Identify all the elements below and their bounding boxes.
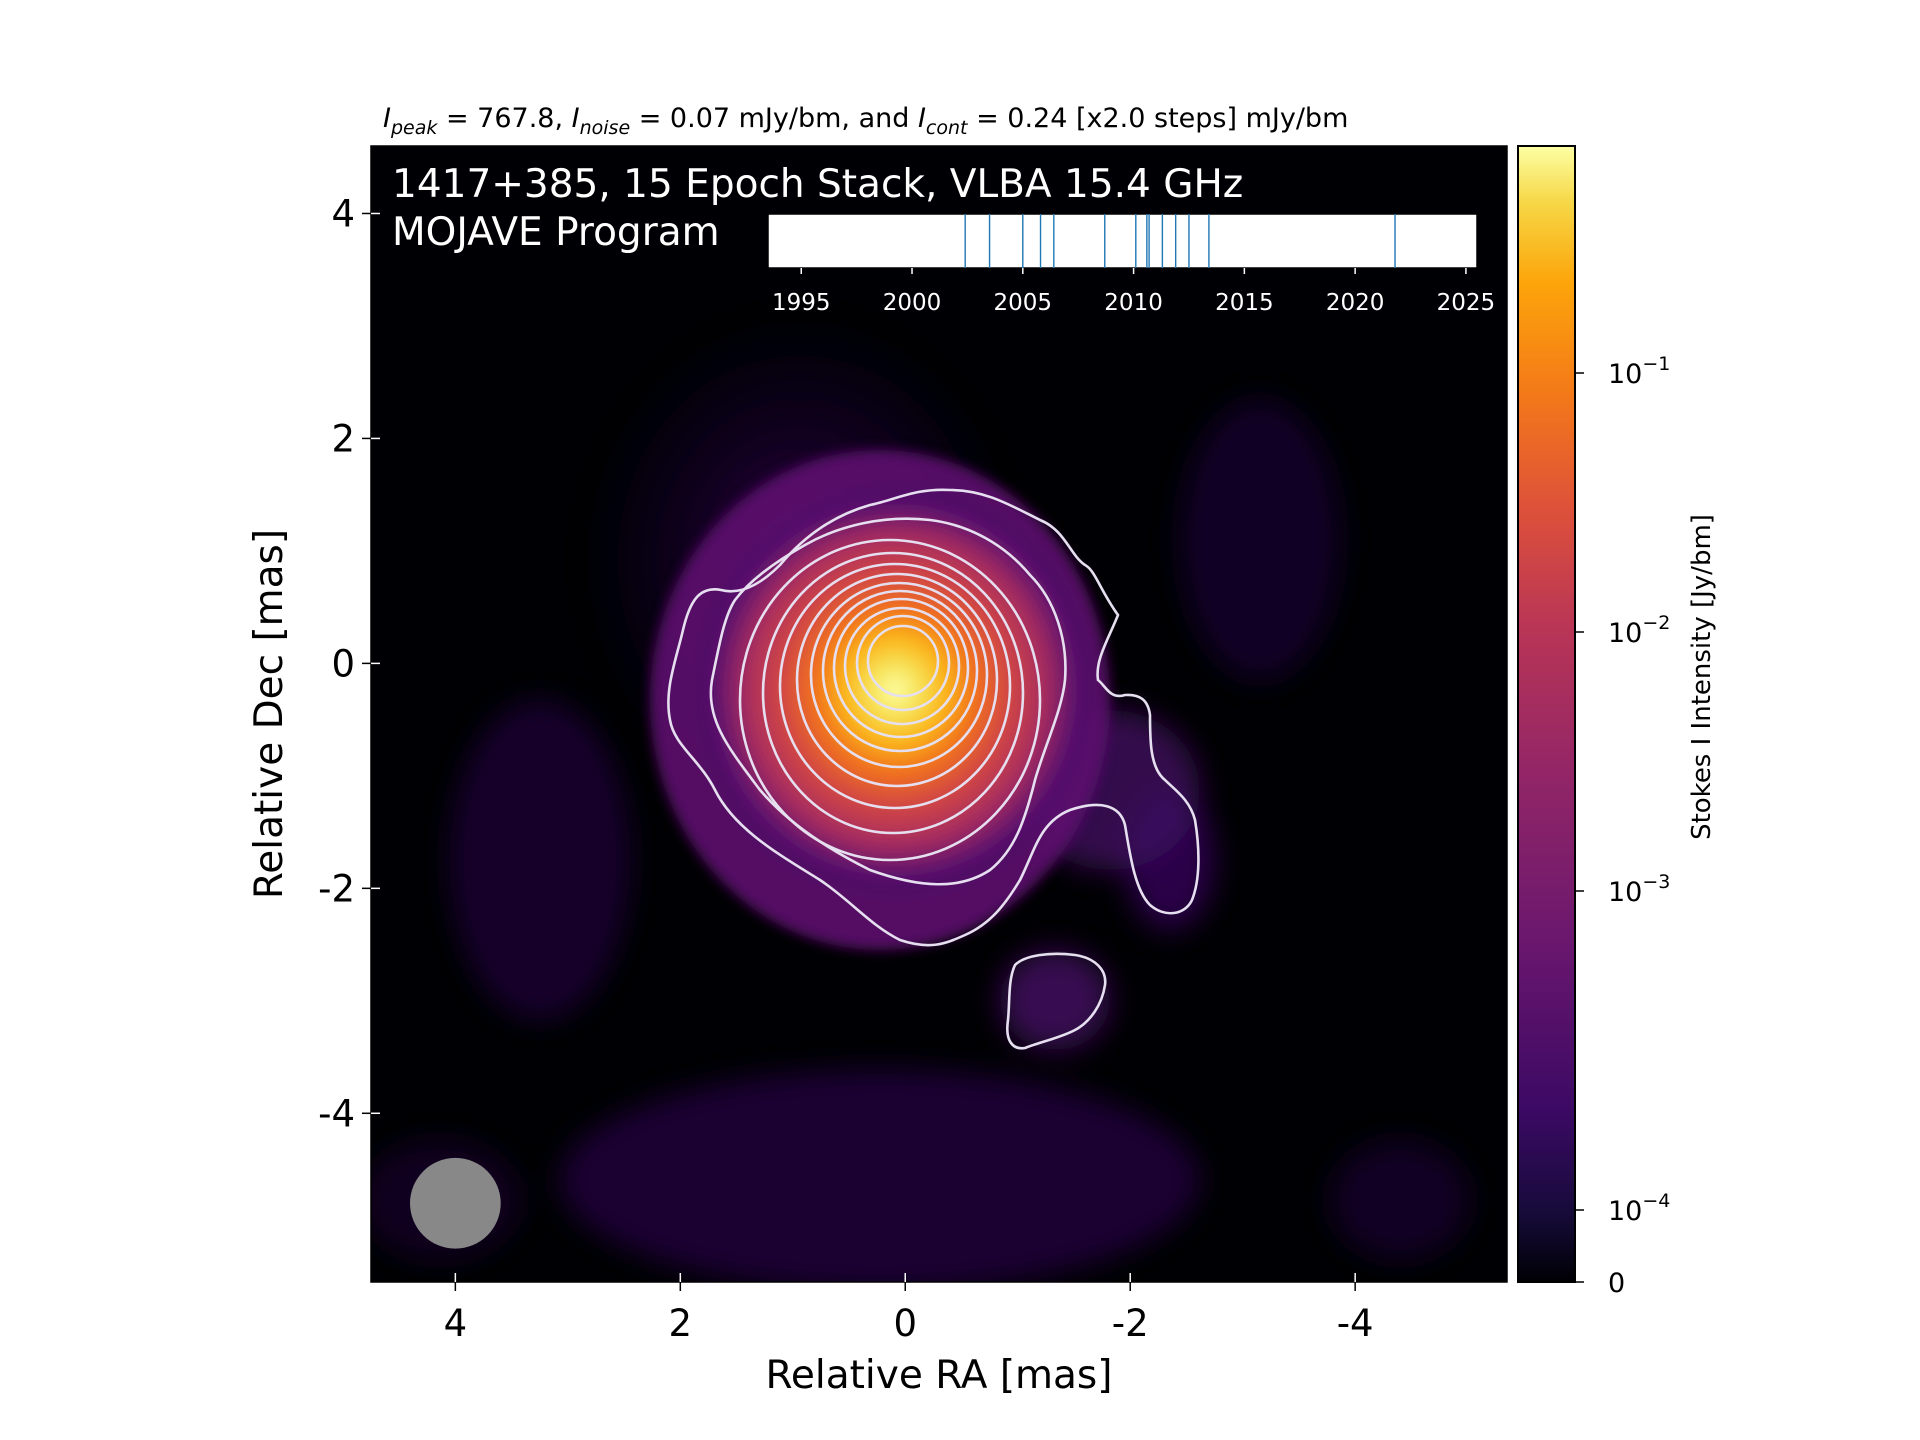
epoch-ticks: 1995 2000 2005 2010 2015 2020 2025	[772, 268, 1495, 316]
y-axis-ticks: 4 2 0 -2 -4	[318, 192, 380, 1135]
emission-layer	[371, 310, 1470, 1282]
contour-lines	[667, 488, 1200, 1050]
contour-level-4	[738, 538, 1042, 862]
epoch-tick-label: 2005	[994, 290, 1053, 316]
colorbar-gradient	[1517, 145, 1576, 1283]
x-axis-label: Relative RA [mas]	[766, 1353, 1113, 1398]
colorbar-label: Stokes I Intensity [Jy/bm]	[1687, 514, 1717, 840]
plot-frame	[370, 145, 1508, 1283]
contour-level-2	[1006, 952, 1107, 1050]
epoch-timeline: 1995 2000 2005 2010 2015 2020 2025	[767, 213, 1495, 316]
x-tick-label: 2	[669, 1302, 693, 1345]
contour-level-9	[821, 589, 979, 753]
epoch-tick-label: 2020	[1326, 290, 1385, 316]
y-tick-label: -4	[318, 1092, 355, 1135]
y-tick-label: 4	[331, 192, 355, 235]
noise-subscript: noise	[580, 117, 631, 139]
peak-subscript: peak	[390, 117, 438, 139]
cont-subscript: cont	[926, 117, 969, 139]
noise-symbol: I	[572, 103, 580, 134]
epoch-tick-label: 1995	[772, 290, 831, 316]
contour-level-7	[795, 572, 999, 788]
x-tick-label: 4	[444, 1302, 468, 1345]
x-tick-label: -2	[1112, 1302, 1149, 1345]
colorbar-tick-label: 10−4	[1608, 1190, 1670, 1227]
epoch-tick-label: 2025	[1437, 290, 1496, 316]
colorbar-tick-label: 10−2	[1608, 612, 1670, 649]
y-tick-label: 0	[331, 642, 355, 685]
peak-text: = 767.8,	[437, 103, 571, 134]
colorbar-tick-label: 10−1	[1608, 353, 1670, 390]
colorbar-ticks: 10−1 10−2 10−3 10−4 0	[1575, 353, 1670, 1299]
y-axis-label: Relative Dec [mas]	[247, 529, 292, 899]
epoch-lines	[964, 214, 1396, 268]
contour-level-8	[809, 581, 989, 769]
epoch-tick-label: 2015	[1215, 290, 1274, 316]
image-title-line-2: MOJAVE Program	[392, 210, 720, 255]
contour-level-12	[855, 614, 951, 712]
colorbar-tick-label: 10−3	[1608, 871, 1670, 908]
contour-level-5	[761, 551, 1025, 835]
contour-level-6	[778, 562, 1012, 810]
contour-level-13	[866, 624, 940, 698]
colorbar: 10−1 10−2 10−3 10−4 0 Stokes I Intensity [Jy…	[1517, 145, 1717, 1299]
contour-level-11	[843, 606, 961, 726]
contour-level-10	[832, 597, 970, 739]
contour-level-3	[709, 517, 1067, 886]
noise-text: = 0.07 mJy/bm, and	[630, 103, 918, 134]
beam-ellipse	[410, 1157, 501, 1249]
peak-symbol: I	[383, 103, 391, 134]
epoch-tick-label: 2010	[1104, 290, 1163, 316]
y-tick-label: 2	[331, 417, 355, 460]
colorbar-tick-label: 0	[1608, 1268, 1625, 1299]
cont-symbol: I	[918, 103, 926, 134]
image-title-line-1: 1417+385, 15 Epoch Stack, VLBA 15.4 GHz	[392, 162, 1243, 207]
epoch-tick-label: 2000	[883, 290, 942, 316]
epoch-timeline-box	[767, 213, 1478, 269]
x-tick-label: 0	[893, 1302, 917, 1345]
image-panel: 1417+385, 15 Epoch Stack, VLBA 15.4 GHz …	[370, 145, 1508, 1283]
x-axis-ticks: 4 2 0 -2 -4	[444, 1273, 1374, 1345]
y-tick-label: -2	[318, 867, 355, 910]
cont-text: = 0.24 [x2.0 steps] mJy/bm	[967, 103, 1348, 134]
header-text: Ipeak = 767.8, Inoise = 0.07 mJy/bm, and…	[383, 103, 1348, 139]
x-tick-label: -4	[1337, 1302, 1374, 1345]
contour-level-1	[667, 488, 1200, 947]
